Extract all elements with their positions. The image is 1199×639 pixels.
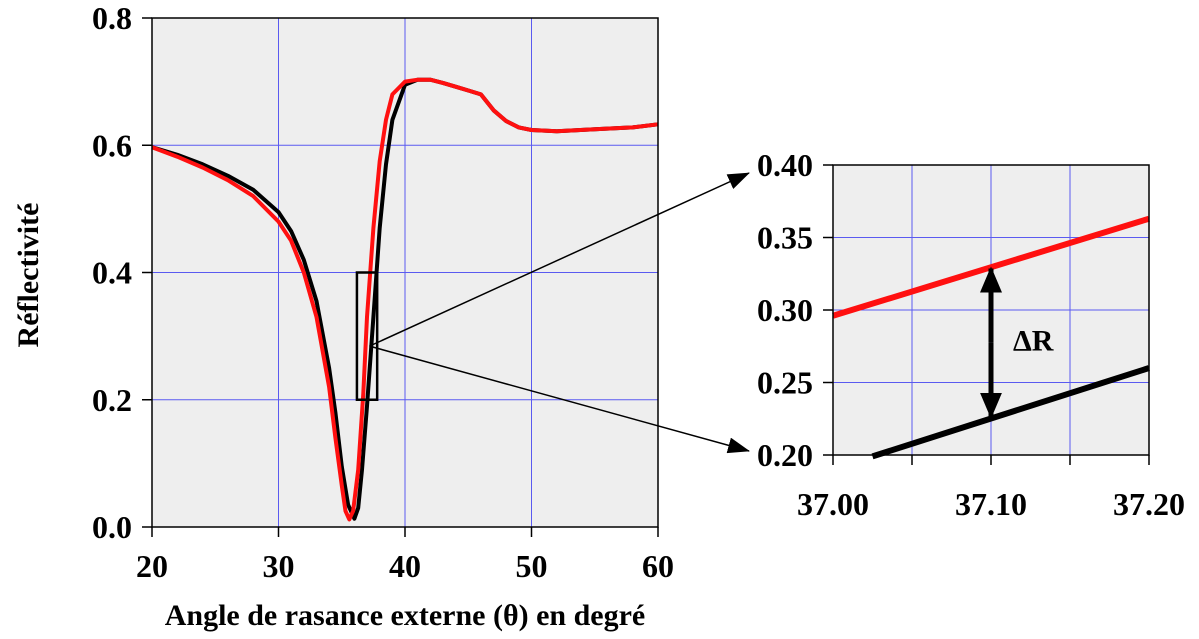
main-chart: 20 30 40 50 60 0.00.20.40.60.8 Réflectivité … xyxy=(12,0,674,632)
main-y-tick-label: 0.2 xyxy=(92,382,132,418)
main-series-line-red xyxy=(151,77,659,522)
main-x-tick-label: 30 xyxy=(263,548,295,584)
main-y-tick-label: 0.8 xyxy=(92,0,132,36)
connector-arrow-bottom xyxy=(369,345,750,454)
inset-y-tick-label: 0.35 xyxy=(757,220,813,256)
main-y-tick-label: 0.4 xyxy=(92,255,132,291)
inset-y-tick-label: 0.40 xyxy=(757,147,813,183)
main-x-tick-label: 60 xyxy=(642,548,674,584)
main-y-tick-labels: 0.0 0.2 0.4 0.6 0.8 xyxy=(92,0,132,545)
main-y-tick-label: 0.6 xyxy=(92,127,132,163)
inset-tick-marks xyxy=(823,164,1150,465)
main-x-tick-labels: 20 30 40 50 60 xyxy=(136,548,674,584)
inset-series-line-black xyxy=(871,365,1150,460)
inset-y-tick-labels: 0.20 0.25 0.30 0.35 0.40 xyxy=(757,147,813,473)
inset-chart: 37.00 37.10 37.20 0.20 0.25 0.30 0.35 0.40 ΔR xyxy=(757,147,1185,522)
inset-y-tick-label: 0.25 xyxy=(757,365,813,401)
main-x-tick-label: 20 xyxy=(136,548,168,584)
x-axis-title: Angle de rasance externe (θ) en degré xyxy=(165,599,646,632)
inset-x-tick-label: 37.20 xyxy=(1113,486,1185,522)
delta-r-label: ΔR xyxy=(1013,325,1054,358)
connector-arrow-top xyxy=(369,172,750,347)
inset-y-tick-label: 0.20 xyxy=(757,437,813,473)
inset-x-tick-label: 37.10 xyxy=(955,486,1027,522)
main-y-tick-label: 0.0 xyxy=(92,509,132,545)
zoom-region-box xyxy=(355,271,379,401)
main-x-tick-label: 40 xyxy=(389,548,421,584)
inset-x-tick-labels: 37.00 37.10 37.20 xyxy=(797,486,1185,522)
main-x-tick-label: 50 xyxy=(516,548,548,584)
zoom-connectors xyxy=(369,172,750,454)
inset-x-tick-label: 37.00 xyxy=(797,486,869,522)
y-axis-title: Réflectivité xyxy=(12,203,45,348)
main-tick-marks xyxy=(142,17,659,537)
inset-y-tick-label: 0.30 xyxy=(757,292,813,328)
